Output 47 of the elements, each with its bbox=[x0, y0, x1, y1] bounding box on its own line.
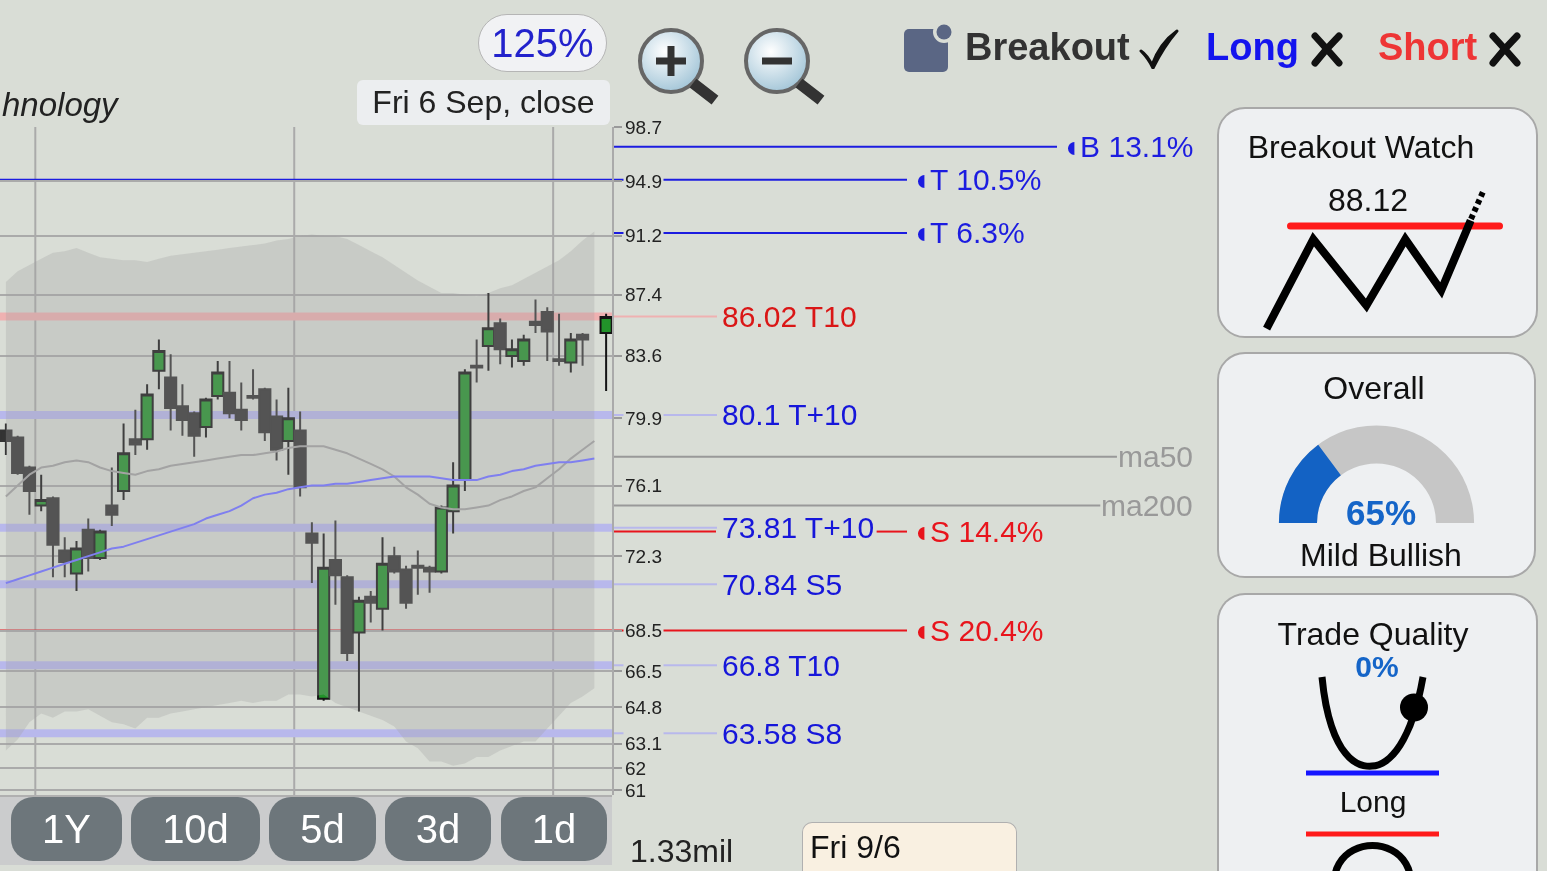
text: hnology bbox=[2, 86, 118, 124]
text: Long bbox=[1339, 784, 1407, 820]
ref-line-label: ma200 bbox=[1101, 489, 1193, 522]
button: 10d bbox=[131, 797, 260, 861]
ref-line-label: ma50 bbox=[1118, 440, 1194, 473]
text: 65% bbox=[1345, 492, 1417, 534]
y-tick-label: 91.2 bbox=[625, 225, 662, 246]
button: 5d bbox=[269, 797, 376, 861]
date-field: Fri 6 Sep, close bbox=[357, 80, 610, 125]
y-tick-label: 94.9 bbox=[625, 171, 662, 192]
button: 1d bbox=[501, 797, 607, 861]
ref-line-label: 80.1 T+10 bbox=[722, 398, 858, 431]
text: Overall bbox=[1323, 369, 1425, 407]
y-tick-label: 98.7 bbox=[625, 117, 662, 138]
text: Breakout Watch bbox=[1247, 128, 1475, 166]
y-tick-label: 62 bbox=[625, 758, 647, 779]
y-tick-label: 64.8 bbox=[625, 697, 662, 718]
ref-line-label: ◖S 20.4% bbox=[912, 614, 1044, 647]
ref-line-label: 66.8 T10 bbox=[722, 649, 840, 682]
y-tick-label: 87.4 bbox=[625, 284, 663, 305]
ref-line-label: 63.58 S8 bbox=[722, 717, 843, 750]
y-tick-label: 83.6 bbox=[625, 345, 662, 366]
y-tick-label: 66.5 bbox=[625, 661, 662, 682]
y-tick-label: 63.1 bbox=[625, 733, 662, 754]
ref-line-label: ◖T 6.3% bbox=[912, 216, 1025, 249]
ref-line-label: 86.02 T10 bbox=[722, 300, 857, 333]
text: Short bbox=[1378, 26, 1478, 70]
date-field: Fri 9/6 bbox=[802, 822, 1017, 871]
text: Trade Quality bbox=[1277, 615, 1469, 653]
text: Mild Bullish bbox=[1300, 536, 1462, 574]
y-tick-label: 68.5 bbox=[625, 620, 662, 641]
text: 1.33mil bbox=[630, 833, 734, 870]
text: Breakout bbox=[965, 26, 1130, 70]
ref-line-label: ◖S 14.4% bbox=[912, 515, 1044, 548]
ref-line-label: ◖B 13.1% bbox=[1062, 130, 1194, 163]
text: 88.12 bbox=[1327, 181, 1409, 219]
ref-line-label: 73.81 T+10 bbox=[722, 511, 875, 544]
zoom-level-badge: 125% bbox=[478, 14, 607, 72]
y-tick-label: 76.1 bbox=[625, 475, 662, 496]
text: Long bbox=[1206, 26, 1299, 70]
button: 1Y bbox=[11, 797, 122, 861]
y-tick-label: 72.3 bbox=[625, 546, 662, 567]
y-tick-label: 79.9 bbox=[625, 408, 662, 429]
y-tick-label: 61 bbox=[625, 780, 647, 801]
button: 3d bbox=[385, 797, 491, 861]
ref-line-label: ◖T 10.5% bbox=[912, 163, 1042, 196]
ref-line-label: 70.84 S5 bbox=[722, 568, 843, 601]
